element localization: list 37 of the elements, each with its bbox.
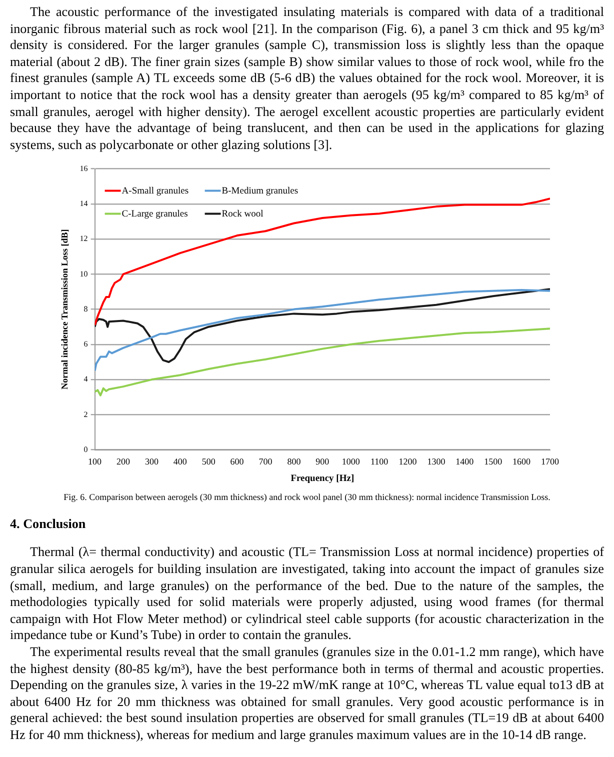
y-axis-title: Normal incidence Transmission Loss [dB]	[60, 230, 70, 390]
x-tick-label: 1500	[484, 456, 503, 467]
y-tick-label: 10	[80, 270, 88, 279]
text: Thermal (λ= thermal conductivity) and acoustic (TL= Transmission Loss at normal incidence) properties of granular silica aerogels for building insulation are investigated, taking into account the impact of granules size (small, medium, and large granules) on the performance of the bed. Due to the nature of the samples, the methodologies typically used for solid materials were properly adjusted, using wood frames (for thermal campaign with Hot Flow Meter method) or cylindrical steel cable supports (for acoustic characterization in the impedance tube or Kund’s Tube) in order to contain the granules.	[10, 544, 604, 644]
x-tick-label: 1300	[427, 456, 446, 467]
x-tick-label: 1600	[512, 456, 532, 467]
y-tick-label: 12	[80, 234, 88, 244]
text: The experimental results reveal that the small granules (granules size in the 0.01-1.2 mm range), which have the highest density (80-85 kg/m³), have the best performance both in terms of thermal and acoustic properties. Depending on the granules size, λ varies in the 19-22 mW/mK range at 10°C, whereas TL value equal to13 dB at about 6400 Hz for 20 mm thickness was obtained for small granules. Very good acoustic performance is in general achieved: the best sound insulation properties are observed for small granules (TL=19 dB at about 6400 Hz for 40 mm thickness), whereas for medium and large granules maximum values are in the 10-14 dB range.	[10, 644, 604, 744]
legend-label: C-Large granules	[122, 210, 188, 220]
x-axis-title: Frequency [Hz]	[290, 474, 354, 484]
caption: Fig. 6. Comparison between aerogels (30 mm thickness) and rock wool panel (30 mm thickness): normal incidence Transmission Loss.	[62, 492, 552, 502]
x-tick-label: 300	[144, 456, 159, 467]
x-tick-label: 1200	[398, 456, 418, 467]
y-tick-label: 16	[80, 164, 88, 174]
x-tick-label: 900	[316, 456, 330, 467]
x-tick-label: 1400	[456, 456, 474, 467]
legend-label: A-Small granules	[122, 186, 189, 197]
x-tick-label: 700	[258, 456, 273, 467]
x-tick-label: 1700	[541, 456, 560, 467]
x-tick-label: 800	[287, 456, 302, 467]
x-tick-label: 600	[230, 456, 244, 467]
legend-label: Rock wool	[222, 210, 264, 220]
x-tick-label: 100	[88, 456, 102, 467]
y-tick-label: 14	[80, 199, 88, 208]
x-tick-label: 400	[173, 456, 188, 467]
y-tick-label: 0	[84, 445, 88, 454]
x-tick-label: 1000	[342, 456, 360, 467]
y-tick-label: 4	[84, 374, 88, 384]
x-tick-label: 1100	[370, 456, 389, 467]
y-tick-label: 6	[84, 340, 88, 349]
text: 4. Conclusion	[10, 516, 87, 532]
legend-label: B-Medium granules	[222, 186, 298, 197]
y-tick-label: 2	[84, 410, 88, 420]
x-tick-label: 200	[116, 456, 130, 467]
y-tick-label: 8	[84, 304, 88, 314]
x-tick-label: 500	[202, 456, 216, 467]
text: The acoustic performance of the investigated insulating materials is compared with data of a traditional inorganic fibrous material such as rock wool [21]. In the comparison (Fig. 6), a panel 3 cm thick and 95 kg/m³ density is considered. For the larger granules (sample C), transmission loss is slightly less than the opaque material (about 2 dB). The finer grain sizes (sample B) show similar values to those of rock wool, while fro the finest granules (sample A) TL exceeds some dB (5-6 dB) the values obtained for the rock wool. Moreover, it is important to notice that the rock wool has a density greater than aerogels (95 kg/m³ compared to 85 kg/m³ of small granules, aerogel with higher density). The aerogel excellent acoustic properties are particularly evident because they have the advantage of being translucent, and then can be used in the applications for glazing systems, such as polycarbonate or other glazing solutions [3].	[10, 4, 604, 152]
